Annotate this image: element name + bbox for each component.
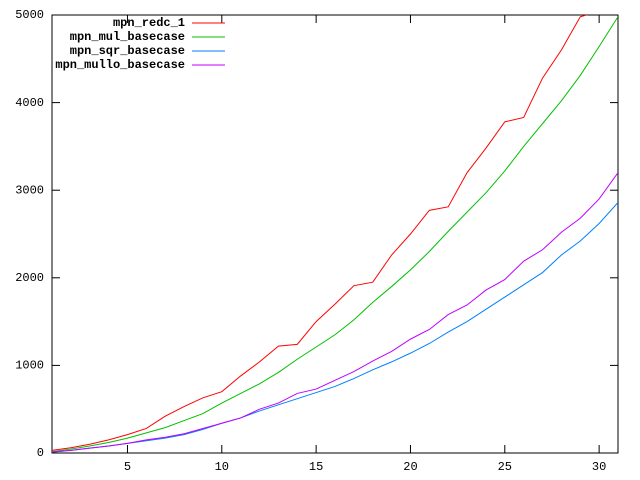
y-tick-label: 4000 [15, 96, 44, 110]
series-line [52, 172, 618, 453]
lines [52, 15, 618, 453]
y-tick-label: 0 [37, 446, 44, 460]
x-tick-label: 25 [498, 460, 512, 474]
y-tick-label: 1000 [15, 359, 44, 373]
x-tick-label: 5 [124, 460, 131, 474]
legend-label: mpn_sqr_basecase [70, 44, 185, 58]
series-line [52, 16, 618, 453]
y-tick-label: 2000 [15, 271, 44, 285]
plot-frame [51, 14, 619, 454]
series-line [52, 202, 618, 453]
y-tick-label: 3000 [15, 183, 44, 197]
y-tick-label: 5000 [15, 8, 44, 22]
series-line [52, 15, 589, 451]
x-tick-label: 30 [592, 460, 606, 474]
legend-label: mpn_mullo_basecase [55, 58, 185, 72]
x-tick-label: 20 [403, 460, 417, 474]
x-tick-label: 15 [309, 460, 323, 474]
legend-label: mpn_mul_basecase [70, 30, 185, 44]
x-tick-label: 10 [215, 460, 229, 474]
legend-label: mpn_redc_1 [113, 16, 185, 30]
